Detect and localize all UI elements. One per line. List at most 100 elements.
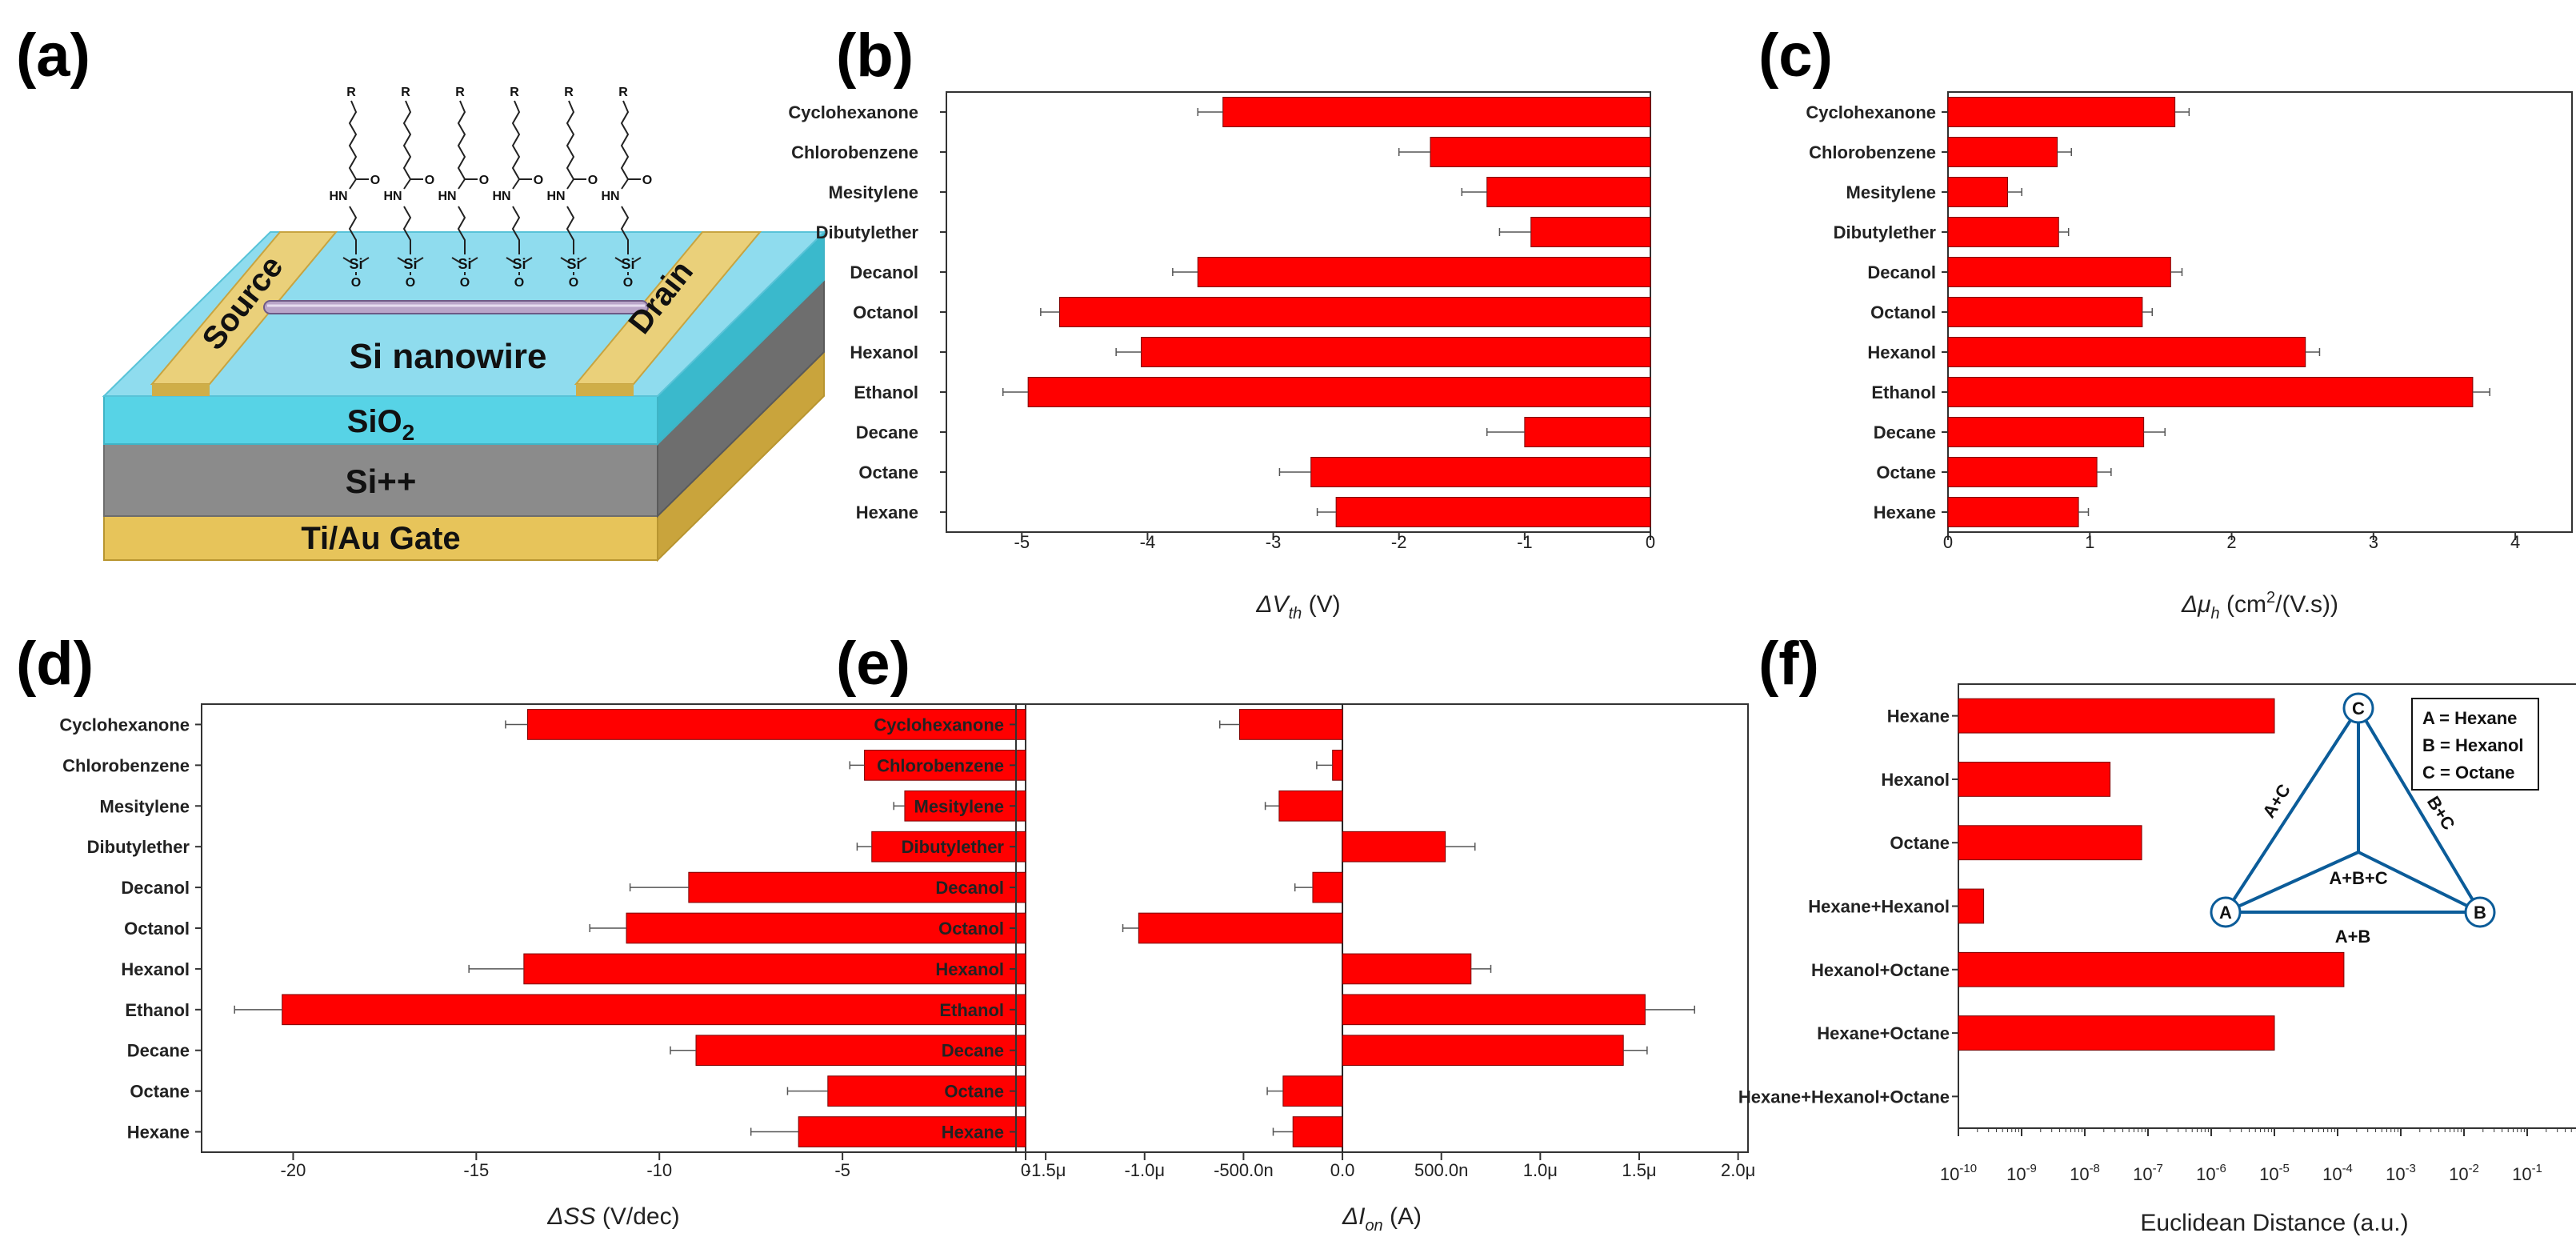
chain-r-group: R — [401, 86, 410, 99]
x-tick-label: -1 — [1517, 532, 1533, 552]
molecule-chain: O Si HN O R — [329, 86, 380, 290]
bar-decane — [1524, 417, 1651, 447]
chain-nh: HN — [329, 190, 347, 203]
chain-bond — [566, 206, 575, 254]
category-label: Octanol — [853, 302, 918, 322]
node-label: B — [2474, 903, 2486, 923]
edge-label-ab: A+B — [2335, 927, 2371, 947]
category-label: Ethanol — [125, 1000, 190, 1020]
bar-chlorobenzene — [864, 750, 1026, 781]
chain-silicon: Si — [458, 256, 471, 272]
bar-octane — [1958, 825, 2142, 861]
chain-oxygen: O — [406, 276, 415, 290]
category-label: Decane — [127, 1041, 190, 1061]
chain-bond — [348, 206, 358, 254]
chain-silicon: Si — [512, 256, 526, 272]
bar-dibutylether — [1342, 831, 1446, 863]
chart-delta-vth: Cyclohexanone Chlorobenzene Mesitylene Dibu… — [788, 91, 1655, 622]
bar-hexane — [1335, 497, 1651, 527]
category-label: Dibutylether — [902, 837, 1005, 857]
device-schematic: Source Drain Si nanowire SiO2 Si++ Ti/Au… — [102, 86, 826, 562]
bar-decane — [1342, 1035, 1624, 1067]
legend-entry: A = Hexane — [2422, 708, 2517, 728]
x-tick-label: -20 — [281, 1160, 306, 1180]
x-tick-label: 10-9 — [2006, 1162, 2037, 1184]
x-tick-label: 10-8 — [2070, 1162, 2100, 1184]
drain-electrode-side — [576, 384, 634, 396]
bar-hexanol — [1958, 762, 2111, 797]
chain-bond — [578, 257, 587, 263]
x-tick-label: 1 — [2085, 532, 2094, 552]
node-label: C — [2352, 699, 2365, 719]
panel-label-d: (d) — [16, 630, 94, 698]
molecule-chain: O Si HN O R — [546, 86, 598, 290]
bar-octanol — [1058, 297, 1651, 327]
chain-bond — [511, 206, 521, 254]
bar-hexane — [798, 1116, 1026, 1147]
bar-mesitylene — [1278, 790, 1343, 822]
chain-bond — [457, 206, 466, 254]
node-b — [2464, 896, 2496, 928]
category-label: Decane — [1874, 422, 1936, 442]
bar-decanol — [1947, 257, 2171, 287]
gate-label: Ti/Au Gate — [301, 521, 460, 556]
bar-chlorobenzene — [1332, 750, 1343, 781]
chain-bond — [566, 100, 575, 190]
category-label: Hexanol — [850, 342, 918, 362]
category-label: Decanol — [935, 878, 1004, 898]
chain-r-group: R — [564, 86, 574, 99]
chain-r-group: R — [618, 86, 628, 99]
bar-octane — [1947, 457, 2098, 487]
x-tick-label: -2 — [1391, 532, 1407, 552]
chain-bond — [360, 257, 370, 263]
bar-chlorobenzene — [1947, 137, 2058, 167]
bar-decanol — [1312, 871, 1343, 903]
category-label: Hexanol — [1881, 770, 1950, 790]
x-tick-label: 500.0n — [1414, 1160, 1468, 1180]
chain-bond — [397, 257, 406, 263]
panel-label-c: (c) — [1758, 22, 1833, 90]
category-label: Dibutylether — [816, 222, 919, 242]
chain-bond — [469, 257, 478, 263]
bar-decane — [1947, 417, 2145, 447]
category-label: Decanol — [850, 262, 918, 282]
chain-bond — [348, 100, 358, 190]
nanowire-label: Si nanowire — [350, 337, 547, 376]
category-label: Hexane — [942, 1123, 1004, 1143]
category-label: Dibutylether — [1834, 222, 1937, 242]
bar-ethanol — [282, 994, 1026, 1026]
category-label: Octanol — [124, 919, 190, 939]
chain-bond — [620, 206, 630, 254]
bar-mesitylene — [1486, 177, 1651, 207]
x-tick-label: 10-6 — [2196, 1162, 2226, 1184]
chain-oxygen: O — [623, 276, 633, 290]
chain-oxygen: O — [351, 276, 361, 290]
category-label: Mesitylene — [829, 182, 919, 202]
chain-nh: HN — [438, 190, 456, 203]
bar-hexanol-octane — [1958, 951, 2345, 987]
bar-octane — [1282, 1075, 1343, 1107]
category-label: Octane — [1876, 462, 1936, 482]
chain-bond — [506, 257, 515, 263]
legend-entry: C = Octane — [2422, 763, 2515, 783]
bar-hexane — [1958, 698, 2275, 734]
category-label: Hexanol — [935, 959, 1004, 979]
bar-hexane-octane — [1958, 1015, 2275, 1051]
chart-delta-ion: Cyclohexanone Chlorobenzene Mesitylene Dibu… — [874, 703, 1755, 1235]
molecule-chain: O Si HN O R — [492, 86, 543, 290]
x-axis-label: Euclidean Distance (a.u.) — [2140, 1210, 2408, 1236]
x-tick-label: 10-2 — [2449, 1162, 2479, 1184]
category-label: Dibutylether — [87, 837, 190, 857]
x-tick-label: -500.0n — [1214, 1160, 1274, 1180]
x-tick-label: 10-1 — [2512, 1162, 2542, 1184]
panel-label-f: (f) — [1758, 630, 1819, 698]
chain-carbonyl: O — [588, 174, 598, 187]
x-axis-label: Δμh (cm2/(V.s)) — [2181, 589, 2338, 622]
chain-oxygen: O — [569, 276, 578, 290]
legend-box — [2411, 698, 2539, 791]
chain-bond — [614, 257, 624, 263]
category-label: Hexane — [856, 502, 918, 522]
x-tick-label: -15 — [463, 1160, 489, 1180]
category-label: Octane — [858, 462, 918, 482]
